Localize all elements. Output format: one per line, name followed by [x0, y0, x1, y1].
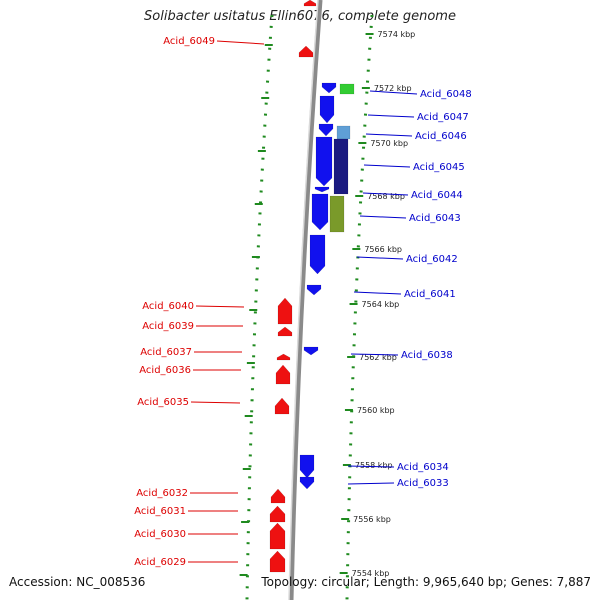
- gene-label-right[interactable]: Acid_6045: [413, 162, 465, 173]
- right-label-leader: [362, 192, 409, 196]
- accession-text: Accession: NC_008536: [9, 575, 146, 589]
- gene-label-right[interactable]: Acid_6033: [397, 478, 449, 489]
- genome-backbone: [288, 0, 323, 600]
- gene-arrow-reverse[interactable]: [314, 186, 330, 193]
- gene-label-right[interactable]: Acid_6034: [397, 462, 449, 473]
- gene-arrow-forward[interactable]: [298, 45, 314, 58]
- topology-text: Topology: circular; Length: 9,965,640 bp…: [261, 575, 591, 589]
- gene-arrow-forward[interactable]: [277, 326, 293, 337]
- gene-label-left[interactable]: Acid_6031: [134, 506, 186, 517]
- scale-tick-label: 7554 kbp: [352, 569, 390, 578]
- scale-tick-label: 7572 kbp: [374, 84, 412, 93]
- gene-label-left[interactable]: Acid_6036: [139, 365, 191, 376]
- right-label-leader: [367, 114, 415, 118]
- gene-arrow-reverse[interactable]: [319, 95, 335, 124]
- gene-arrow-forward[interactable]: [269, 550, 286, 573]
- scale-tick-label: 7564 kbp: [362, 300, 400, 309]
- scale-tick-label: 7558 kbp: [355, 461, 393, 470]
- gene-label-right[interactable]: Acid_6046: [415, 131, 467, 142]
- gene-arrow-forward[interactable]: [277, 297, 293, 325]
- gene-arrow-forward[interactable]: [276, 353, 291, 361]
- gene-arrow-reverse[interactable]: [299, 476, 315, 490]
- gene-label-left[interactable]: Acid_6049: [163, 36, 215, 47]
- right-label-leader: [356, 256, 404, 260]
- right-label-leader: [365, 133, 413, 137]
- scale-tick-label: 7562 kbp: [359, 353, 397, 362]
- left-label-leader: [195, 305, 245, 308]
- gene-label-right[interactable]: Acid_6048: [420, 89, 472, 100]
- scale-tick-label: 7560 kbp: [357, 406, 395, 415]
- right-label-leader: [369, 90, 418, 95]
- gene-arrow-reverse[interactable]: [306, 284, 322, 296]
- gene-label-right[interactable]: Acid_6042: [406, 254, 458, 265]
- gene-arrow-reverse[interactable]: [309, 234, 326, 275]
- gene-box-olive[interactable]: [329, 195, 345, 233]
- gene-label-left[interactable]: Acid_6030: [134, 529, 186, 540]
- gene-label-right[interactable]: Acid_6038: [401, 350, 453, 361]
- gene-arrow-forward[interactable]: [274, 397, 290, 415]
- gene-label-right[interactable]: Acid_6041: [404, 289, 456, 300]
- gene-label-right[interactable]: Acid_6044: [411, 190, 463, 201]
- gene-label-right[interactable]: Acid_6043: [409, 213, 461, 224]
- right-label-leader: [363, 164, 411, 168]
- gene-arrow-reverse[interactable]: [315, 136, 333, 187]
- gene-label-left[interactable]: Acid_6035: [137, 397, 189, 408]
- gene-label-left[interactable]: Acid_6032: [136, 488, 188, 499]
- scale-tick-label: 7566 kbp: [364, 245, 402, 254]
- scale-tick-label: 7568 kbp: [367, 192, 405, 201]
- gene-arrow-forward[interactable]: [275, 364, 291, 385]
- gene-label-left[interactable]: Acid_6037: [140, 347, 192, 358]
- right-label-leader: [347, 482, 395, 485]
- gene-label-left[interactable]: Acid_6040: [142, 301, 194, 312]
- scale-tick-label: 7574 kbp: [378, 30, 416, 39]
- map-title: Solibacter usitatus Ellin6076, complete …: [144, 9, 456, 24]
- gene-box-navy[interactable]: [333, 138, 349, 195]
- gene-arrow-reverse[interactable]: [318, 123, 334, 137]
- gene-arrow-reverse[interactable]: [299, 454, 315, 479]
- gene-arrow-forward[interactable]: [269, 505, 286, 523]
- gene-box-green[interactable]: [339, 83, 355, 95]
- right-label-leader: [350, 353, 399, 356]
- gene-label-left[interactable]: Acid_6039: [142, 321, 194, 332]
- right-label-leader: [359, 215, 407, 219]
- gene-label-left[interactable]: Acid_6029: [134, 557, 186, 568]
- left-dotted-track: [245, 14, 274, 600]
- genome-backbone-highlight: [288, 0, 319, 600]
- gene-arrow-forward[interactable]: [269, 522, 286, 550]
- left-label-leader: [190, 401, 241, 404]
- gene-arrow-reverse[interactable]: [321, 82, 337, 94]
- right-label-leader: [347, 465, 395, 468]
- gene-arrow-reverse[interactable]: [303, 346, 319, 356]
- scale-tick-label: 7556 kbp: [353, 515, 391, 524]
- gene-box-lightblue[interactable]: [336, 125, 351, 140]
- left-label-leader: [216, 40, 265, 45]
- right-label-leader: [353, 291, 402, 295]
- gene-arrow-forward[interactable]: [303, 0, 317, 7]
- gene-label-right[interactable]: Acid_6047: [417, 112, 469, 123]
- gene-arrow-reverse[interactable]: [311, 193, 329, 231]
- scale-tick-label: 7570 kbp: [370, 139, 408, 148]
- gene-arrow-forward[interactable]: [270, 488, 286, 504]
